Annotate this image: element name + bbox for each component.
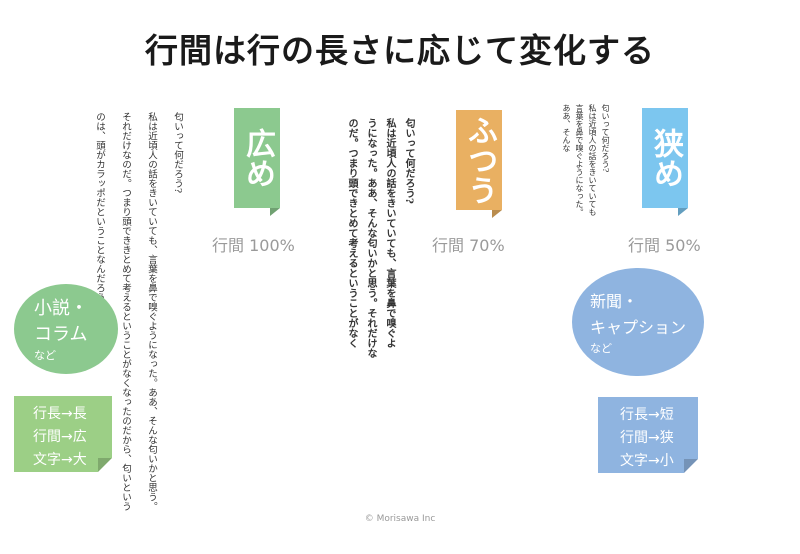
novel-speech-bubble: 小説・ コラム など <box>14 284 118 374</box>
novel-rule-leading: 行間→広 <box>33 429 87 445</box>
wide-leading-label: 行間 100% <box>212 236 295 255</box>
novel-rules-note: 行長→長 行間→広 文字→大 <box>14 396 112 472</box>
novel-rule-font-size: 文字→大 <box>33 452 87 468</box>
copyright: © Morisawa Inc <box>364 514 436 524</box>
news-rule-font-size: 文字→小 <box>620 453 674 469</box>
page-title: 行間は行の長さに応じて変化する <box>145 31 655 70</box>
news-note-fold-icon <box>684 459 698 473</box>
news-speech-bubble: 新聞・ キャプション など <box>572 268 704 376</box>
news-bubble-title: 新聞・ キャプション <box>590 291 687 337</box>
wide-leading-sample-text: 匂いって何だろう? 私は近頃人の話をきいていても、言葉を鼻で嗅ぐようになった。あ… <box>94 112 183 511</box>
narrow-leading-label: 行間 50% <box>628 236 701 255</box>
wide-tag: 広め <box>234 108 280 208</box>
normal-tag: ふつう <box>456 110 502 210</box>
novel-note-fold-icon <box>98 458 112 472</box>
news-bubble-sub: など <box>590 341 612 355</box>
news-rule-leading: 行間→狭 <box>620 430 674 446</box>
news-rules-note: 行長→短 行間→狭 文字→小 <box>598 397 698 473</box>
normal-leading-label: 行間 70% <box>432 236 505 255</box>
novel-rule-line-length: 行長→長 <box>33 406 87 422</box>
novel-bubble-sub: など <box>34 348 56 362</box>
normal-leading-sample-text: 匂いって何だろう? 私は近頃人の話をきいていても、言葉を鼻で嗅ぐよ うになった。… <box>346 118 414 358</box>
news-rule-line-length: 行長→短 <box>620 407 674 423</box>
narrow-tag: 狭め <box>642 108 688 208</box>
narrow-leading-sample-text: 匂いって何だろう? 私は近頃人の話をきいていても 言葉を鼻で嗅ぐようになった。 … <box>562 104 610 216</box>
novel-bubble-title: 小説・ コラム <box>34 297 88 345</box>
